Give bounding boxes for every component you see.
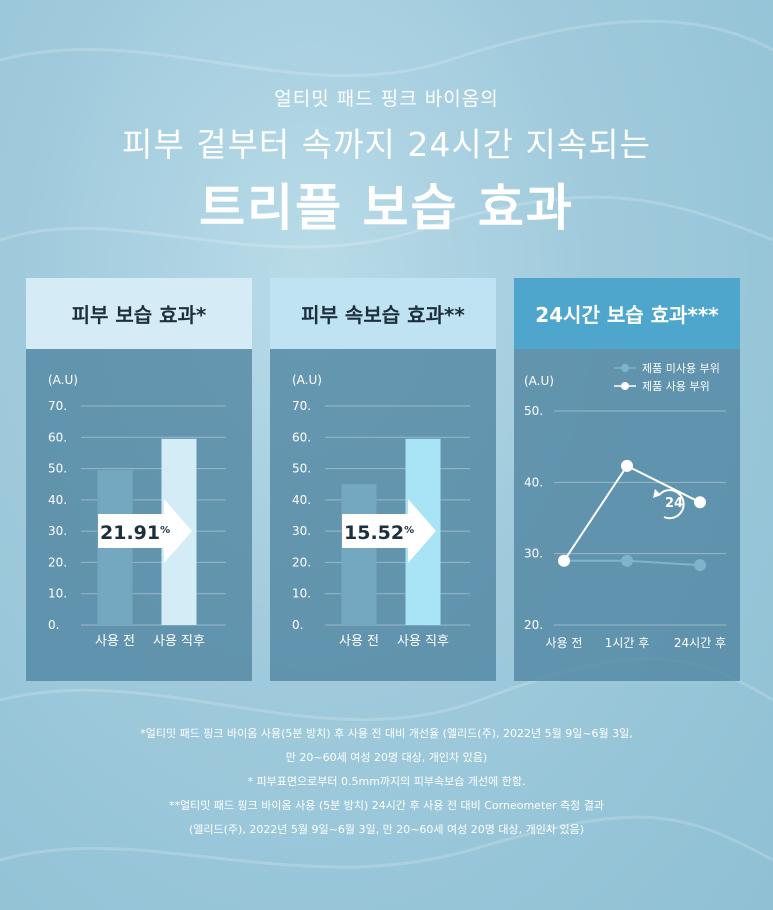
data-point [621,554,633,567]
refresh-arrowhead-icon [653,489,661,498]
chart-card-moisture: 피부 보습 효과* (A.U) 70. 60. 50. 40. 30. 20. 10. 0. 사용… [26,278,252,681]
chart-title-deep-moisture: 피부 속보습 효과** [270,278,496,349]
y-tick-label: 50. [48,462,67,476]
data-point [621,459,633,472]
y-tick-label: 70. [48,399,67,413]
y-tick-label: 50. [292,462,311,476]
y-tick-label: 60. [292,430,311,444]
x-tick-label: 사용 전 [339,634,379,649]
data-point [558,554,570,567]
chart-title-moisture: 피부 보습 효과* [26,278,252,349]
y-axis-label: (A.U) [48,373,78,387]
chart-title-24h-moisture: 24시간 보습 효과*** [514,278,740,349]
header-title-main: 트리플 보습 효과 [199,179,574,237]
chart-card-deep-moisture: 피부 속보습 효과** (A.U) 70. 60. 50. 40. 30. 20. 10. 0.… [270,278,496,681]
y-tick-label: 60. [48,430,67,444]
x-tick-label: 24시간 후 [674,636,726,650]
y-tick-label: 10. [48,587,67,601]
improvement-label: 21.91% [100,522,170,544]
x-tick-label: 사용 직후 [153,634,205,649]
bar-chart-moisture: (A.U) 70. 60. 50. 40. 30. 20. 10. 0. 사용 전 사용 직후 21.… [48,373,226,649]
y-tick-label: 10. [292,587,311,601]
y-axis-label: (A.U) [292,373,322,387]
refresh-arrow-icon [659,489,685,520]
x-tick-label: 사용 전 [95,634,135,649]
y-tick-label: 20. [524,618,543,632]
x-tick-label: 사용 직후 [397,634,449,649]
y-tick-label: 30. [524,547,543,561]
y-tick-label: 70. [292,399,311,413]
footnote-line: 만 20~60세 여성 20명 대상, 개인차 있음) [285,751,488,764]
footnote-line: **얼티밋 패드 핑크 바이옴 사용 (5분 방치) 24시간 후 사용 전 대… [168,799,605,812]
footnote-line: *얼티밋 패드 핑크 바이옴 사용(5분 방치) 후 사용 전 대비 개선율 (… [140,727,633,740]
header-subtitle: 얼티밋 패드 핑크 바이옴의 [274,88,499,110]
y-tick-label: 40. [48,493,67,507]
x-tick-label: 1시간 후 [605,636,650,650]
y-tick-label: 40. [524,475,543,489]
legend-label: 제품 미사용 부위 [642,362,720,375]
legend-marker [621,382,629,390]
legend-marker [621,364,629,372]
arrow-shape [342,499,436,563]
y-tick-label: 0. [292,618,303,632]
footnotes: *얼티밋 패드 핑크 바이옴 사용(5분 방치) 후 사용 전 대비 개선율 (… [0,722,773,842]
data-point [694,496,706,509]
x-tick-label: 사용 전 [546,636,583,650]
bar [341,484,377,625]
footnote-line: (엘리드(주), 2022년 5월 9일~6월 3일, 만 20~60세 여성 … [188,823,585,836]
arrow-shape [98,499,192,563]
badge-24-label: 24 [665,496,683,511]
y-tick-label: 40. [292,493,311,507]
y-tick-label: 20. [292,555,311,569]
bar-chart-deep-moisture: (A.U) 70. 60. 50. 40. 30. 20. 10. 0. 사용 전 사용 직후 15.… [292,373,470,649]
header-title-line: 피부 겉부터 속까지 24시간 지속되는 [122,125,651,164]
y-tick-label: 30. [292,524,311,538]
line-chart-24h-moisture: (A.U) 50. 40. 30. 20.사용 전 1시간 후 24시간 후 제품 미사용 부… [524,362,726,650]
y-tick-label: 30. [48,524,67,538]
y-tick-label: 50. [524,404,543,418]
y-axis-label: (A.U) [524,374,554,388]
y-tick-label: 20. [48,555,67,569]
data-point [694,559,706,572]
footnote-line: * 피부표면으로부터 0.5mm까지의 피부속보습 개선에 한함. [247,775,526,788]
chart-card-24h-moisture: 24시간 보습 효과*** (A.U) 50. 40. 30. 20. 사용 전 1시간 후… [514,278,740,681]
y-tick-label: 0. [48,618,59,632]
legend-label: 제품 사용 부위 [642,380,710,393]
improvement-label: 15.52% [344,522,414,544]
